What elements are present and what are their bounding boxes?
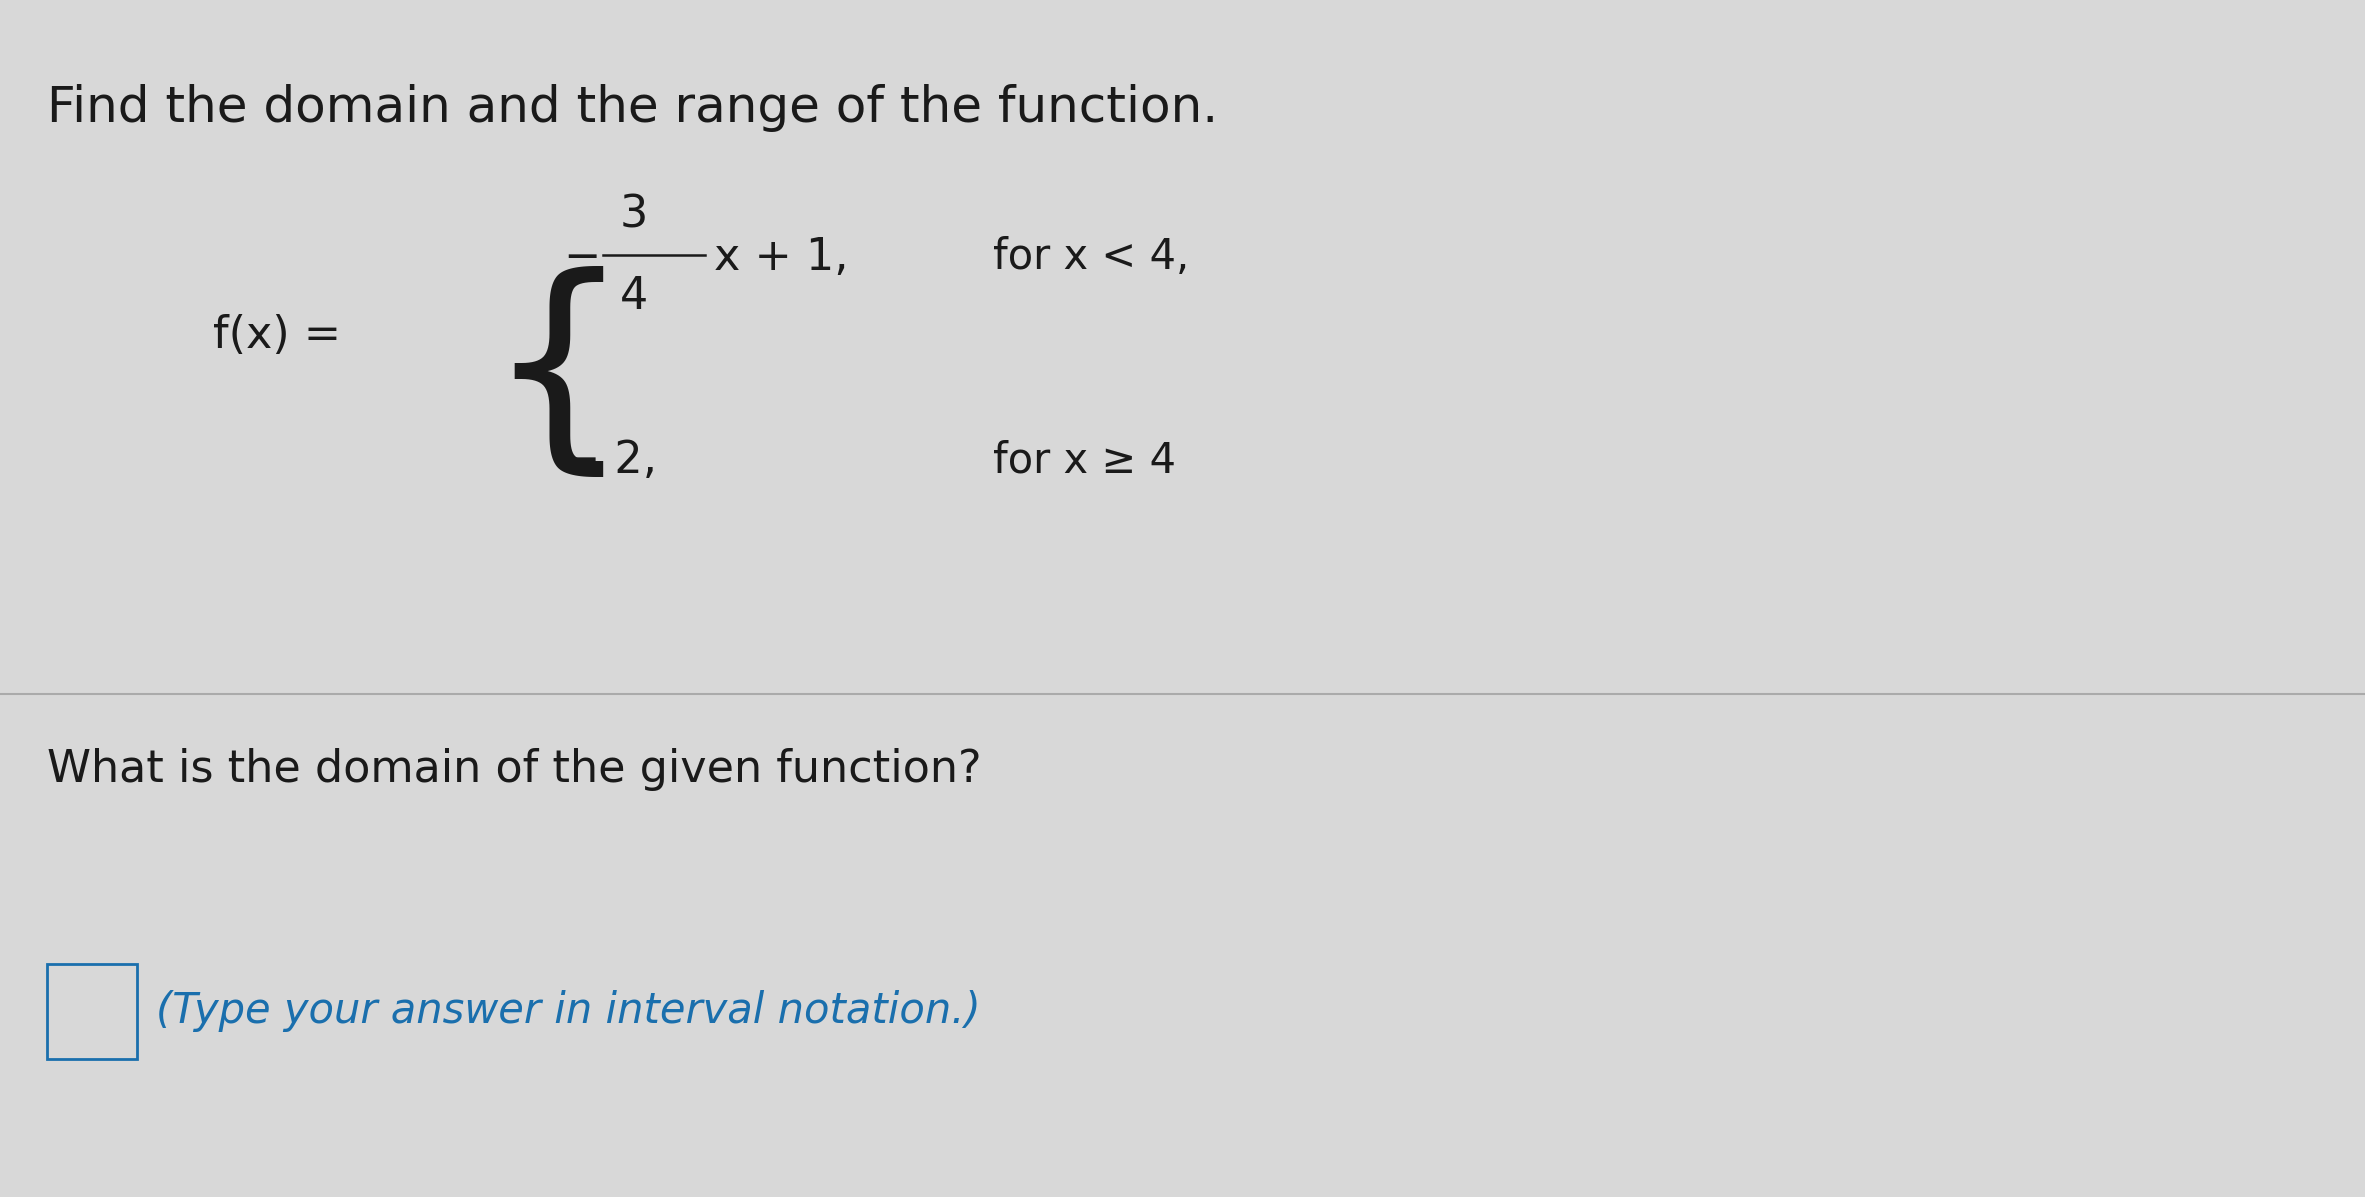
Text: 4: 4	[620, 275, 648, 318]
Text: (Type your answer in interval notation.): (Type your answer in interval notation.)	[156, 990, 981, 1033]
Text: −: −	[563, 236, 601, 279]
Text: x + 1,: x + 1,	[714, 236, 849, 279]
Text: − 2,: − 2,	[563, 439, 657, 482]
Text: {: {	[485, 266, 631, 488]
Text: Find the domain and the range of the function.: Find the domain and the range of the fun…	[47, 84, 1218, 132]
Text: f(x) =: f(x) =	[213, 314, 341, 357]
Text: for x < 4,: for x < 4,	[993, 236, 1190, 279]
Text: What is the domain of the given function?: What is the domain of the given function…	[47, 748, 981, 791]
Bar	[47, 964, 137, 1059]
Text: 3: 3	[620, 194, 648, 237]
Text: for x ≥ 4: for x ≥ 4	[993, 439, 1175, 482]
